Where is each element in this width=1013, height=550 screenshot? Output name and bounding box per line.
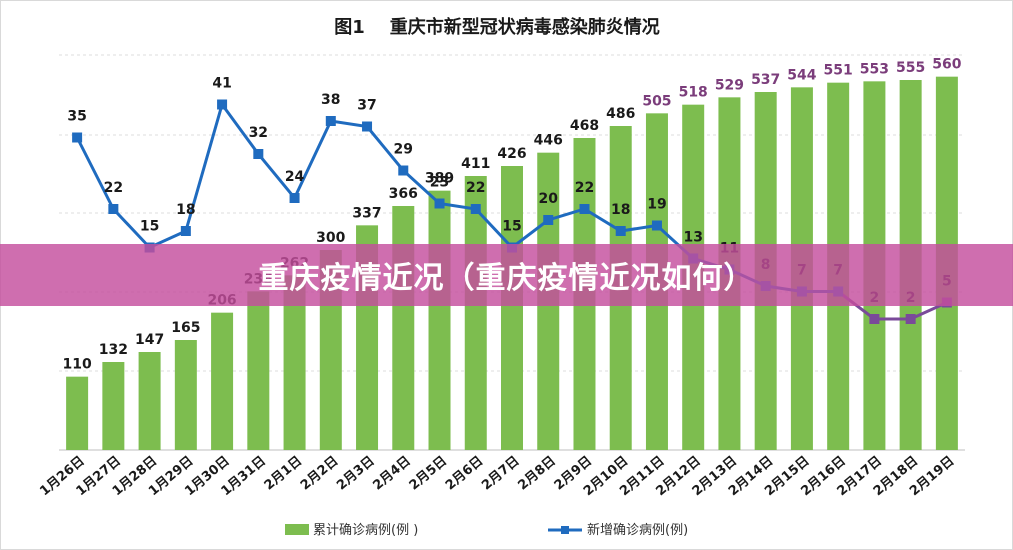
line-value-label: 32 (249, 125, 268, 141)
bar-value-label: 132 (99, 342, 128, 358)
line-point (72, 132, 83, 143)
bar (392, 206, 415, 450)
line-value-label: 15 (502, 219, 521, 235)
bar (211, 312, 234, 450)
line-point (289, 193, 300, 203)
bar (66, 376, 89, 450)
line-value-label: 18 (176, 202, 195, 218)
line-value-label: 22 (104, 180, 123, 196)
line-point (579, 204, 590, 214)
bar-value-label: 518 (679, 85, 708, 101)
line-point (543, 215, 554, 225)
bar (102, 362, 125, 450)
line-value-label: 18 (611, 202, 630, 218)
bar (283, 275, 306, 450)
bar-value-label: 366 (389, 186, 418, 202)
legend-swatch-marker (561, 526, 569, 534)
bar (174, 340, 197, 450)
overlay-banner: 重庆疫情近况（重庆疫情近况如何） (0, 244, 1013, 306)
bar (501, 166, 523, 450)
bar-value-label: 110 (63, 357, 92, 373)
bar-value-label: 529 (715, 77, 744, 93)
bar-value-label: 337 (352, 205, 381, 221)
bar-value-label: 411 (461, 156, 490, 172)
bar-value-label: 147 (135, 332, 164, 348)
bar-value-label: 389 (425, 171, 454, 187)
banner-title: 重庆疫情近况（重庆疫情近况如何） (258, 261, 755, 296)
line-value-label: 20 (538, 191, 558, 207)
line-point (905, 314, 916, 324)
line-point (398, 165, 409, 176)
bar-value-label: 505 (642, 93, 671, 109)
bar (138, 352, 161, 450)
line-point (651, 220, 662, 231)
line-point (362, 121, 373, 132)
line-point (180, 226, 191, 236)
line-value-label: 22 (575, 180, 594, 196)
legend: 累计确诊病例(例 ) 新增确诊病例(例) (285, 522, 688, 538)
bar-value-label: 555 (896, 60, 925, 76)
line-value-label: 23 (430, 175, 449, 191)
bar-value-label: 544 (787, 67, 816, 83)
bar-value-label: 426 (497, 146, 526, 162)
line-point (470, 204, 481, 214)
line-value-label: 24 (285, 169, 305, 185)
legend-label-new: 新增确诊病例(例) (587, 522, 688, 538)
line-value-label: 37 (357, 98, 376, 114)
bar-value-label: 486 (606, 106, 635, 122)
line-point (108, 204, 119, 214)
bar-value-label: 165 (171, 320, 200, 336)
line-value-label: 15 (140, 219, 159, 235)
bar (428, 190, 451, 450)
line-point (217, 99, 228, 110)
line-value-label: 29 (394, 142, 413, 158)
line-value-label: 13 (683, 230, 702, 246)
chart-title: 图1 重庆市新型冠状病毒感染肺炎情况 (334, 16, 660, 38)
line-point (325, 116, 336, 126)
bar (247, 291, 270, 450)
bar-value-label: 551 (824, 63, 853, 79)
line-point (615, 226, 626, 236)
line-data-labels: 3522151841322438372923221520221819131187… (67, 76, 951, 307)
line-value-label: 19 (647, 197, 666, 213)
line-value-label: 41 (212, 76, 231, 92)
bar-value-label: 537 (751, 72, 780, 88)
bar-value-label: 300 (316, 230, 345, 246)
line-point (434, 198, 445, 209)
line-point (869, 314, 880, 324)
line-value-label: 35 (67, 109, 86, 125)
line-point (253, 149, 264, 159)
legend-label-cumulative: 累计确诊病例(例 ) (313, 523, 418, 538)
bar-value-label: 446 (534, 133, 563, 149)
bar-value-label: 468 (570, 118, 599, 134)
legend-swatch-cumulative (285, 524, 309, 535)
bar-value-label: 560 (932, 57, 961, 73)
bar-value-label: 553 (860, 61, 889, 77)
line-value-label: 22 (466, 180, 485, 196)
line-value-label: 38 (321, 92, 340, 108)
